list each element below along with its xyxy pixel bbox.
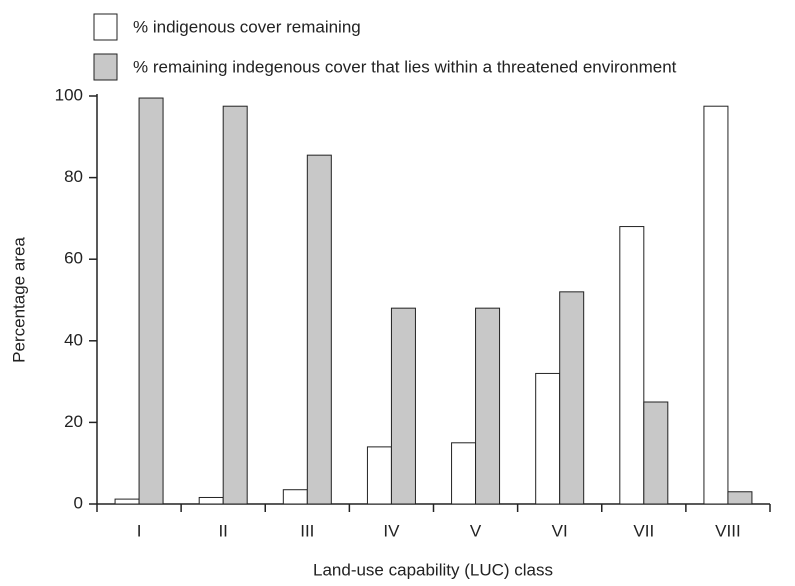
x-tick-label: V	[470, 521, 482, 540]
legend-swatch	[93, 53, 118, 81]
bar	[306, 154, 332, 505]
bar	[366, 446, 392, 505]
legend-label: % indigenous cover remaining	[133, 17, 361, 36]
y-tick-label: 80	[64, 167, 83, 186]
y-tick-label: 40	[64, 330, 83, 349]
y-tick-label: 60	[64, 249, 83, 268]
x-axis-label: Land-use capability (LUC) class	[313, 560, 553, 579]
bar	[198, 496, 224, 505]
bar	[475, 307, 501, 505]
y-tick-label: 20	[64, 412, 83, 431]
legend-swatch	[93, 13, 118, 41]
x-tick-label: II	[218, 521, 227, 540]
x-tick-label: VII	[633, 521, 654, 540]
bar	[619, 226, 645, 505]
legend-label: % remaining indegenous cover that lies w…	[133, 57, 677, 76]
x-tick-label: I	[137, 521, 142, 540]
bar	[727, 491, 753, 505]
bar	[703, 105, 729, 505]
bar	[114, 498, 140, 505]
bar	[282, 489, 308, 505]
bar	[222, 105, 248, 505]
bar	[535, 372, 561, 505]
x-tick-label: IV	[383, 521, 400, 540]
y-tick-label: 0	[74, 493, 83, 512]
x-tick-label: VIII	[715, 521, 741, 540]
y-axis-label: Percentage area	[9, 237, 28, 363]
x-tick-label: VI	[552, 521, 568, 540]
bar	[138, 97, 164, 505]
bar	[451, 442, 477, 505]
y-tick-label: 100	[55, 85, 83, 104]
bar	[390, 307, 416, 505]
bar	[559, 291, 585, 505]
x-tick-label: III	[300, 521, 314, 540]
bar	[643, 401, 669, 505]
